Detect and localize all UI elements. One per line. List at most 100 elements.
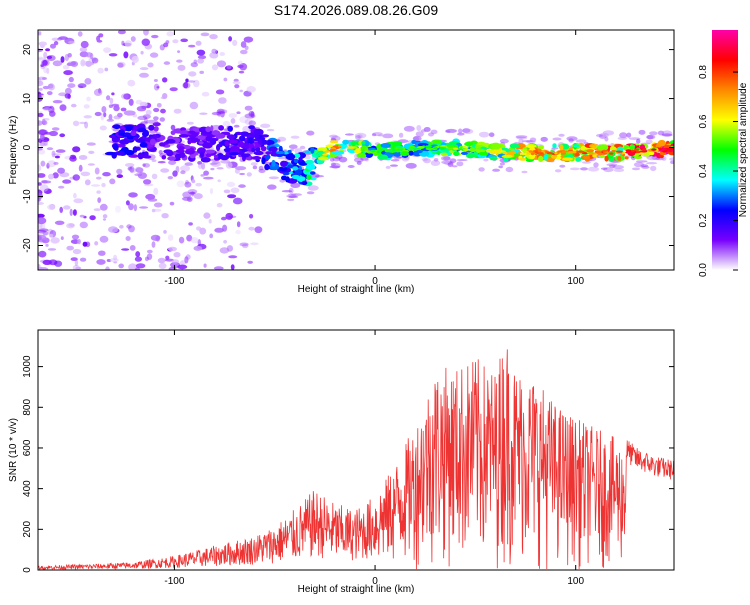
spectrogram-noise-blob	[214, 227, 224, 233]
spectrogram-ridge-blob	[306, 174, 312, 180]
spectrogram-noise-blob	[47, 160, 57, 168]
spectrogram-ridge-blob	[552, 143, 557, 149]
spectrogram-halo-blob	[505, 166, 514, 173]
spectrogram-noise-blob	[72, 209, 77, 216]
spectrogram-halo-blob	[338, 156, 348, 163]
spectrogram-noise-blob	[222, 224, 228, 232]
spectrogram-core-blob	[439, 145, 448, 148]
spectrogram-ridge-blob	[210, 139, 217, 145]
spectrogram-halo-blob	[151, 159, 157, 162]
spectrogram-halo-blob	[134, 173, 143, 177]
spectrogram-ridge-blob	[331, 150, 343, 155]
spectrogram-core-blob	[417, 146, 425, 149]
spectrogram-ridge-blob	[149, 138, 156, 145]
spectrogram-halo-blob	[606, 163, 618, 167]
spectrogram-ridge-blob	[166, 150, 174, 157]
spectrogram-ridge-blob	[298, 161, 308, 166]
spectrogram-noise-blob	[83, 115, 92, 119]
spectrogram-noise-blob	[41, 118, 46, 126]
spectrogram-noise-blob	[109, 97, 114, 105]
snr-x-label: Height of straight line (km)	[298, 584, 415, 595]
snr-panel: -100 0 100 0 200 400 600 800 1000 Height of str…	[8, 329, 675, 595]
spectrogram-core-blob	[615, 150, 623, 153]
spectrogram-noise-blob	[216, 60, 227, 68]
spectrogram-core-blob	[662, 150, 667, 153]
spectrogram-noise-blob	[119, 224, 124, 229]
spectrogram-halo-blob	[357, 134, 363, 139]
spectrogram-noise-blob	[161, 213, 169, 219]
spectrogram-noise-blob	[184, 256, 189, 264]
spectrogram-noise-blob	[237, 64, 244, 69]
spectrogram-ridge-blob	[196, 134, 206, 141]
spectrogram-noise-blob	[38, 80, 44, 87]
spectrogram-halo-blob	[331, 135, 341, 142]
spectrogram-ridge-blob	[305, 159, 315, 165]
spectrogram-core-blob	[544, 150, 549, 153]
spectrogram-noise-blob	[196, 49, 206, 56]
spectrogram-halo-blob	[569, 167, 581, 171]
spectrogram-noise-blob	[43, 51, 48, 59]
spectrogram-halo-blob	[554, 169, 562, 173]
spectrogram-noise-blob	[43, 66, 48, 74]
spectrogram-halo-blob	[657, 130, 665, 136]
spectrogram-noise-blob	[197, 58, 205, 64]
spectrogram-noise-blob	[142, 163, 146, 167]
spectrogram-noise-blob	[188, 71, 197, 77]
spectrogram-halo-blob	[447, 162, 454, 168]
spectrogram-core-blob	[447, 145, 455, 148]
spectrogram-noise-blob	[131, 55, 139, 64]
spectrogram-noise-blob	[182, 196, 192, 201]
spectrogram-halo-blob	[412, 135, 422, 142]
spectrogram-halo-blob	[609, 164, 616, 168]
spectrogram-ridge-blob	[228, 152, 240, 156]
colorbar: 0.0 0.2 0.4 0.6 0.8 Normalized spectral ampl…	[698, 30, 749, 277]
colorbar-ticks: 0.0 0.2 0.4 0.6 0.8	[698, 65, 738, 277]
spectrogram-halo-blob	[307, 185, 319, 191]
spectrogram-ridge-blob	[198, 141, 204, 145]
spectrogram-ridge-blob	[241, 148, 248, 152]
spectrogram-ridge-blob	[351, 140, 357, 147]
spectrogram-noise-blob	[70, 61, 79, 67]
spectrogram-noise-blob	[125, 200, 130, 206]
spectrogram-ridge-blob	[342, 139, 350, 145]
spectrogram-halo-blob	[421, 157, 428, 162]
spectrogram-halo-blob	[633, 161, 645, 168]
spectrogram-noise-blob	[189, 101, 199, 110]
spectrogram-noise-blob	[151, 34, 159, 39]
spectrogram-halo-blob	[291, 193, 302, 197]
x-tick-label: 100	[567, 276, 584, 287]
spectrogram-noise-blob	[226, 65, 232, 70]
spectrogram-ridge-blob	[293, 158, 299, 163]
spectrogram-halo-blob	[462, 128, 471, 134]
spectrogram-noise-blob	[244, 105, 253, 111]
spectrogram-core-blob	[425, 145, 432, 149]
spectrogram-noise-blob	[200, 32, 210, 37]
spectrogram-noise-blob	[45, 243, 49, 247]
spectrogram-noise-blob	[180, 38, 188, 43]
spectrogram-noise-blob	[232, 197, 243, 205]
y-tick-label: 600	[22, 439, 33, 456]
spectrogram-noise-blob	[240, 41, 247, 48]
spectrogram-ridge-blob	[376, 143, 382, 151]
spectrogram-halo-blob	[202, 176, 214, 180]
spectrogram-noise-blob	[93, 88, 103, 96]
spectrogram-ridge-blob	[227, 125, 233, 132]
spectrogram-noise-blob	[239, 89, 243, 93]
spectrogram-ridge-blob	[295, 169, 303, 175]
spectrogram-noise-blob	[71, 234, 80, 240]
spectrogram-halo-blob	[575, 139, 587, 143]
spectrogram-noise-blob	[166, 31, 175, 37]
spectrogram-halo-blob	[290, 182, 301, 188]
spectrogram-noise-blob	[66, 245, 74, 251]
spectrogram-core-blob	[601, 149, 608, 153]
spectrogram-noise-blob	[236, 221, 241, 228]
spectrogram-ridge-blob	[216, 143, 223, 148]
spectrogram-halo-blob	[515, 136, 523, 139]
spectrogram-halo-blob	[145, 109, 152, 116]
spectrogram-noise-blob	[141, 38, 150, 46]
spectrogram-halo-blob	[613, 168, 625, 172]
spectrogram-ridge-blob	[616, 146, 624, 152]
spectrogram-noise-blob	[102, 214, 108, 219]
spectrogram-core-blob	[519, 152, 527, 155]
spectrogram-ridge-blob	[431, 139, 442, 144]
